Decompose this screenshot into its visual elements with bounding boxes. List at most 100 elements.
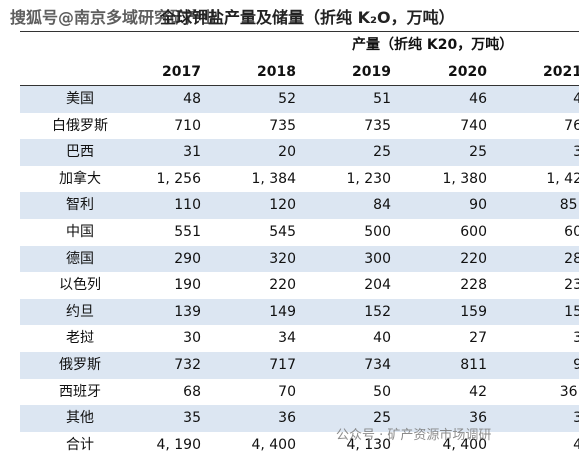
cell-value: 9 xyxy=(573,357,579,373)
cell-value: 228 xyxy=(460,277,487,294)
cell-value: 25 xyxy=(469,144,487,161)
cell-value: 36 xyxy=(469,410,487,427)
cell-value: 152 xyxy=(364,303,391,320)
cell-value: 60 xyxy=(564,224,579,240)
cell-value: 500 xyxy=(364,224,391,240)
cell-value: 27 xyxy=(469,330,487,347)
column-header: 2019 xyxy=(352,64,391,80)
header-rule xyxy=(20,85,579,86)
column-header: 2018 xyxy=(257,64,296,80)
column-header: 2017 xyxy=(162,64,201,80)
row-label: 德国 xyxy=(66,250,94,267)
row-label: 美国 xyxy=(66,91,94,107)
cell-value: 220 xyxy=(460,250,487,267)
cell-value: 732 xyxy=(174,357,201,373)
cell-value: 735 xyxy=(364,117,391,134)
column-header: 2020 xyxy=(448,64,487,80)
cell-value: 25 xyxy=(373,410,391,427)
cell-value: 4 xyxy=(573,91,579,107)
cell-value: 1, 380 xyxy=(442,170,487,187)
top-rule xyxy=(20,31,579,32)
cell-value: 23 xyxy=(564,277,579,294)
row-label: 西班牙 xyxy=(59,383,101,400)
row-label: 智利 xyxy=(66,197,94,214)
row-band xyxy=(20,192,579,219)
row-band xyxy=(20,298,579,326)
watermark: 搜狐号@南京多域研究矿产业 xyxy=(10,8,219,27)
cell-value: 40 xyxy=(373,330,391,347)
cell-value: 710 xyxy=(174,117,201,134)
cell-value: 76 xyxy=(564,117,579,134)
footer-watermark: 公众号 · 矿产资源市场调研 xyxy=(336,428,492,443)
cell-value: 717 xyxy=(269,357,296,373)
cell-value: 20 xyxy=(278,144,296,161)
cell-value: 36. xyxy=(559,383,579,400)
cell-value: 139 xyxy=(174,303,201,320)
cell-value: 1, 230 xyxy=(346,170,391,187)
cell-value: 220 xyxy=(269,277,296,294)
cell-value: 70 xyxy=(278,383,296,400)
cell-value: 190 xyxy=(174,277,201,294)
cell-value: 551 xyxy=(174,224,201,240)
row-label: 俄罗斯 xyxy=(59,357,101,373)
title: 全球钾盐产量及储量（折纯 K₂O，万吨） xyxy=(160,8,455,27)
row-label: 白俄罗斯 xyxy=(52,117,108,134)
cell-value: 50 xyxy=(373,383,391,400)
cell-value: 1, 42 xyxy=(546,170,579,187)
cell-value: 30 xyxy=(183,330,201,347)
cell-value: 3 xyxy=(573,410,579,427)
cell-value: 52 xyxy=(278,91,296,107)
cell-value: 1, 256 xyxy=(156,170,201,187)
cell-value: 90 xyxy=(469,197,487,214)
cell-value: 120 xyxy=(269,197,296,214)
row-band xyxy=(20,86,579,113)
row-band xyxy=(20,405,579,432)
row-label: 其他 xyxy=(66,410,94,427)
cell-value: 3 xyxy=(573,330,579,347)
cell-value: 300 xyxy=(364,250,391,267)
cell-value: 15 xyxy=(564,303,579,320)
row-label: 巴西 xyxy=(66,144,94,161)
cell-value: 735 xyxy=(269,117,296,134)
cell-value: 42 xyxy=(469,383,487,400)
cell-value: 4, 190 xyxy=(156,436,201,453)
cell-value: 320 xyxy=(269,250,296,267)
cell-value: 25 xyxy=(373,144,391,161)
cell-value: 46 xyxy=(469,91,487,107)
cell-value: 31 xyxy=(183,144,201,161)
cell-value: 545 xyxy=(269,224,296,240)
cell-value: 3 xyxy=(573,144,579,161)
cell-value: 4, 400 xyxy=(442,436,487,453)
row-label: 以色列 xyxy=(59,277,101,294)
cell-value: 36 xyxy=(278,410,296,427)
row-band xyxy=(20,139,579,166)
row-label: 中国 xyxy=(66,224,94,240)
cell-value: 68 xyxy=(183,383,201,400)
column-header: 2021 xyxy=(543,64,579,80)
cell-value: 4, 400 xyxy=(251,436,296,453)
row-band xyxy=(20,245,579,273)
row-label: 加拿大 xyxy=(59,170,101,187)
cell-value: 740 xyxy=(460,117,487,134)
cell-value: 4 xyxy=(573,436,579,453)
cell-value: 84 xyxy=(373,197,391,214)
cell-value: 149 xyxy=(269,303,296,320)
row-label: 约旦 xyxy=(66,303,94,320)
cell-value: 204 xyxy=(364,277,391,294)
cell-value: 600 xyxy=(460,224,487,240)
row-band xyxy=(20,352,579,379)
row-label: 合计 xyxy=(66,436,94,453)
cell-value: 811 xyxy=(460,357,487,373)
cell-value: 290 xyxy=(174,250,201,267)
cell-value: 28 xyxy=(564,250,579,267)
cell-value: 110 xyxy=(174,197,201,214)
cell-value: 34 xyxy=(278,330,296,347)
cell-value: 51 xyxy=(373,91,391,107)
row-label: 老挝 xyxy=(66,330,94,347)
cell-value: 48 xyxy=(183,91,201,107)
cell-value: 1, 384 xyxy=(251,170,296,187)
cell-value: 734 xyxy=(364,357,391,373)
cell-value: 159 xyxy=(460,303,487,320)
cell-value: 4, 130 xyxy=(346,436,391,453)
